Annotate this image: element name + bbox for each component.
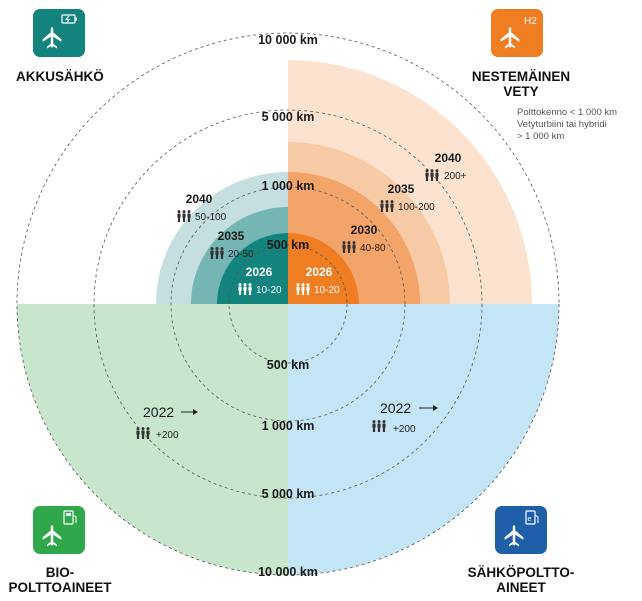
ring-10000: [16, 32, 560, 576]
milestone-pax: 20-50: [228, 249, 254, 260]
passengers-icon: [136, 427, 150, 439]
milestone-year: 2035: [388, 182, 415, 196]
efuel-badge: e: [495, 506, 547, 554]
passengers-icon: [210, 247, 224, 259]
ring-5000: [93, 109, 483, 499]
passengers-icon: [425, 169, 439, 181]
ring-500: [228, 244, 348, 364]
milestone-year: 2040: [435, 151, 462, 165]
efuel-title-line2: AINEET: [496, 580, 546, 595]
battery-2026-zone: [217, 233, 288, 304]
milestone-year: 2035: [218, 229, 245, 243]
milestone-pax: 100-200: [398, 202, 435, 213]
hydrogen-title-line1: NESTEMÄINEN: [472, 69, 570, 84]
bio-title-line2: POLTTOAINEET: [8, 580, 112, 595]
battery-milestone-2040: 2040 50-100: [177, 192, 227, 223]
ring-label-500-top: 500 km: [267, 238, 309, 252]
milestone-year: 2022: [143, 404, 174, 420]
battery-icon: [61, 14, 77, 24]
milestone-pax: 50-100: [195, 212, 227, 223]
bio-milestone: 2022 +200: [136, 404, 198, 441]
milestone-year: 2026: [246, 265, 273, 279]
battery-milestone-2035: 2035 20-50: [210, 229, 254, 260]
ring-label-5000-bottom: 5 000 km: [262, 487, 315, 501]
ring-label-10000-top: 10 000 km: [258, 33, 318, 47]
arrow-right-icon: [419, 405, 438, 411]
hydrogen-milestone-2040: 2040 200+: [425, 151, 467, 182]
passengers-icon: [177, 210, 191, 222]
ring-label-1000-top: 1 000 km: [262, 179, 315, 193]
ring-label-500-bottom: 500 km: [267, 358, 309, 372]
passengers-icon: [296, 283, 310, 295]
bio-badge: [33, 506, 85, 554]
efuel-quadrant: [288, 304, 559, 575]
battery-title: AKKUSÄHKÖ: [16, 69, 104, 84]
fuel-pump-icon: [63, 510, 77, 525]
hydrogen-milestone-2026: 2026 10-20: [296, 265, 340, 296]
ring-label-5000-top: 5 000 km: [262, 110, 315, 124]
ring-label-10000-bottom: 10 000 km: [258, 565, 318, 579]
bio-quadrant: [17, 304, 288, 575]
milestone-year: 2040: [186, 192, 213, 206]
passengers-icon: [238, 283, 252, 295]
hydrogen-2026-zone: [288, 233, 359, 304]
milestone-pax: +200: [393, 424, 416, 435]
arrow-right-icon: [181, 409, 198, 415]
efuel-title-line1: SÄHKÖPOLTTO-: [468, 565, 575, 580]
hydrogen-symbol: H2: [524, 16, 537, 27]
efuel-pump-icon: e: [525, 510, 539, 525]
hydrogen-badge: H2: [491, 9, 543, 57]
milestone-year: 2022: [380, 400, 411, 416]
passengers-icon: [372, 420, 386, 432]
hydrogen-milestone-2035: 2035 100-200: [380, 182, 435, 213]
passengers-icon: [380, 200, 394, 212]
bio-title-line1: BIO-: [46, 565, 75, 580]
hydrogen-title-line2: VETY: [503, 84, 538, 99]
milestone-year: 2026: [306, 265, 333, 279]
milestone-pax: +200: [156, 430, 179, 441]
milestone-year: 2030: [351, 223, 378, 237]
battery-badge: [33, 9, 85, 57]
ring-label-1000-bottom: 1 000 km: [262, 419, 315, 433]
milestone-pax: 10-20: [314, 285, 340, 296]
efuel-milestone: 2022 +200: [372, 400, 438, 435]
passengers-icon: [342, 241, 356, 253]
svg-text:e: e: [528, 516, 532, 523]
hydrogen-note-1: Polttokenno < 1 000 km: [517, 107, 617, 118]
milestone-pax: 40-80: [360, 243, 386, 254]
milestone-pax: 10-20: [256, 285, 282, 296]
hydrogen-note-2: Vetyturbiini tai hybridi: [517, 119, 607, 130]
hydrogen-note-3: > 1 000 km: [517, 131, 564, 142]
milestone-pax: 200+: [444, 171, 467, 182]
ring-1000: [170, 186, 406, 422]
hydrogen-milestone-2030: 2030 40-80: [342, 223, 386, 254]
battery-milestone-2026: 2026 10-20: [238, 265, 282, 296]
